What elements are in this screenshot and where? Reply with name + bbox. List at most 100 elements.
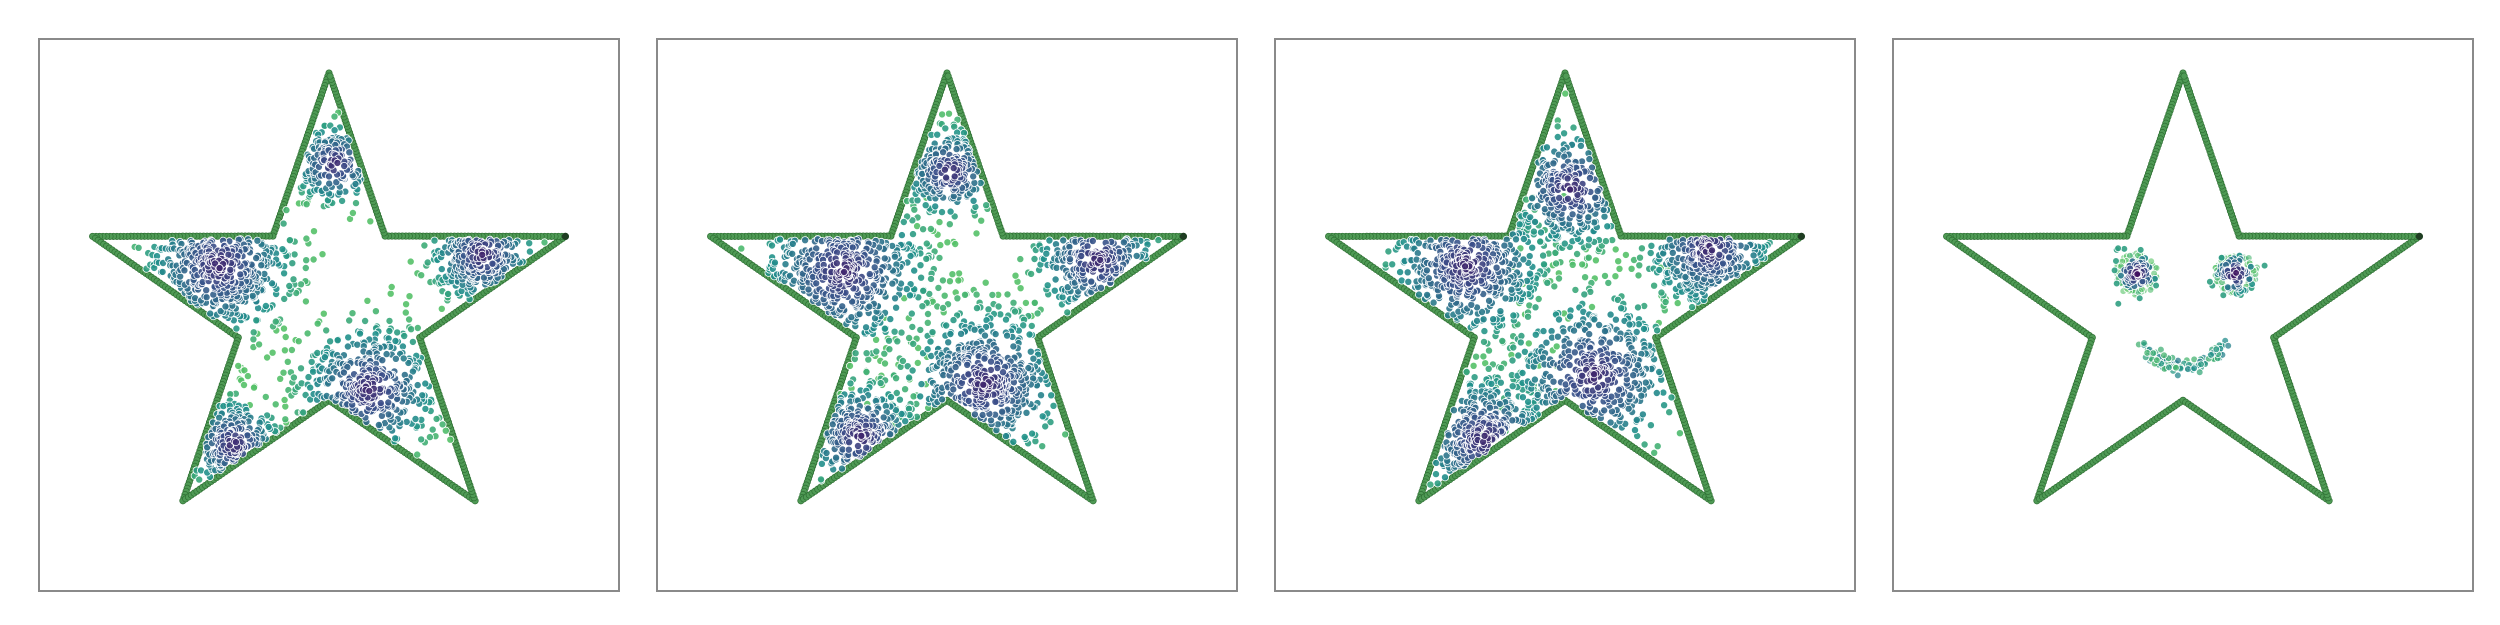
scatter-point: [892, 303, 901, 312]
scatter-point: [940, 291, 949, 300]
scatter-point: [302, 200, 311, 209]
scatter-point: [944, 109, 953, 118]
scatter-point: [309, 227, 318, 236]
scatter-point: [1027, 321, 1036, 330]
scatter-point: [280, 395, 289, 404]
scatter-point: [285, 281, 294, 290]
scatter-point: [438, 420, 447, 429]
scatter-point: [963, 360, 972, 369]
scatter-point: [1635, 253, 1644, 262]
scatter-point: [279, 368, 288, 377]
scatter-point: [845, 438, 854, 447]
scatter-point: [432, 414, 441, 423]
scatter-point: [942, 321, 951, 330]
scatter-point: [905, 373, 914, 382]
scatter-point: [351, 199, 360, 208]
scatter-point: [271, 400, 280, 409]
scatter-point: [1479, 337, 1488, 346]
scatter-point: [1063, 308, 1072, 317]
scatter-point: [420, 241, 429, 250]
scatter-point: [865, 270, 874, 279]
scatter-point: [411, 414, 420, 423]
scatter-point: [960, 290, 969, 299]
scatter-point: [1003, 331, 1012, 340]
scatter-point: [413, 450, 422, 459]
scatter-point: [979, 380, 988, 389]
scatter-point: [988, 290, 997, 299]
scatter-point: [1571, 285, 1580, 294]
scatter-point: [351, 179, 360, 188]
scatter-point: [951, 239, 960, 248]
scatter-point: [290, 250, 299, 259]
scatter-point: [261, 301, 270, 310]
scatter-point: [285, 236, 294, 245]
scatter-point: [252, 254, 261, 263]
scatter-point: [938, 395, 947, 404]
scatter-point: [1661, 297, 1670, 306]
scatter-point: [202, 293, 211, 302]
star-boundary: [707, 69, 1187, 505]
scatter-point: [944, 338, 953, 347]
scatter-point: [1573, 249, 1582, 258]
scatter-point: [897, 409, 906, 418]
scatter-point: [838, 302, 847, 311]
scatter-point: [890, 327, 899, 336]
scatter-point: [1497, 363, 1506, 372]
scatter-point: [195, 475, 204, 484]
scatter-point: [936, 241, 945, 250]
scatter-point: [345, 148, 354, 157]
scatter-point: [1021, 298, 1030, 307]
scatter-point: [908, 322, 917, 331]
scatter-point: [1578, 260, 1587, 269]
scatter-point: [306, 383, 315, 392]
boundary-point: [1562, 72, 1570, 80]
scatter-point: [421, 404, 430, 413]
scatter-point: [425, 433, 434, 442]
scatter-point: [287, 345, 296, 354]
scatter-point: [931, 202, 940, 211]
scatter-point: [1673, 299, 1682, 308]
scatter-point: [886, 393, 895, 402]
scatter-point: [1637, 244, 1646, 253]
scatter-point: [1650, 448, 1659, 457]
scatter-point: [901, 417, 910, 426]
scatter-point: [957, 329, 966, 338]
scatter-point: [848, 243, 857, 252]
scatter-point: [202, 286, 211, 295]
scatter-point: [1653, 442, 1662, 451]
scatter-point: [385, 326, 394, 335]
scatter-point: [862, 367, 871, 376]
scatter-point: [289, 275, 298, 284]
scatter-point: [324, 172, 333, 181]
scatter-point: [413, 381, 422, 390]
scatter-point: [935, 218, 944, 227]
scatter-point: [1096, 255, 1105, 264]
scatter-point: [1675, 429, 1684, 438]
scatter-point: [1030, 254, 1039, 263]
scatter-point: [278, 245, 287, 254]
scatter-point: [788, 249, 797, 258]
scatter-plot-3: [1325, 69, 1805, 505]
scatter-point: [886, 315, 895, 324]
scatter-point: [248, 291, 257, 300]
scatter-point: [898, 356, 907, 365]
boundary-anchor-point: [1179, 232, 1187, 240]
scatter-point: [909, 392, 918, 401]
scatter-point: [879, 413, 888, 422]
scatter-point: [1041, 422, 1050, 431]
scatter-point: [909, 339, 918, 348]
scatter-point: [940, 165, 949, 174]
scatter-point: [781, 260, 790, 269]
scatter-point: [1019, 321, 1028, 330]
scatter-point: [386, 289, 395, 298]
scatter-point: [418, 391, 427, 400]
scatter-point: [1543, 278, 1552, 287]
scatter-point: [1552, 259, 1561, 268]
scatter-point: [134, 243, 143, 252]
scatter-point: [948, 270, 957, 279]
scatter-point: [216, 307, 225, 316]
scatter-point: [1119, 238, 1128, 247]
scatter-point: [846, 379, 855, 388]
scatter-point: [413, 323, 422, 332]
scatter-point: [955, 269, 964, 278]
